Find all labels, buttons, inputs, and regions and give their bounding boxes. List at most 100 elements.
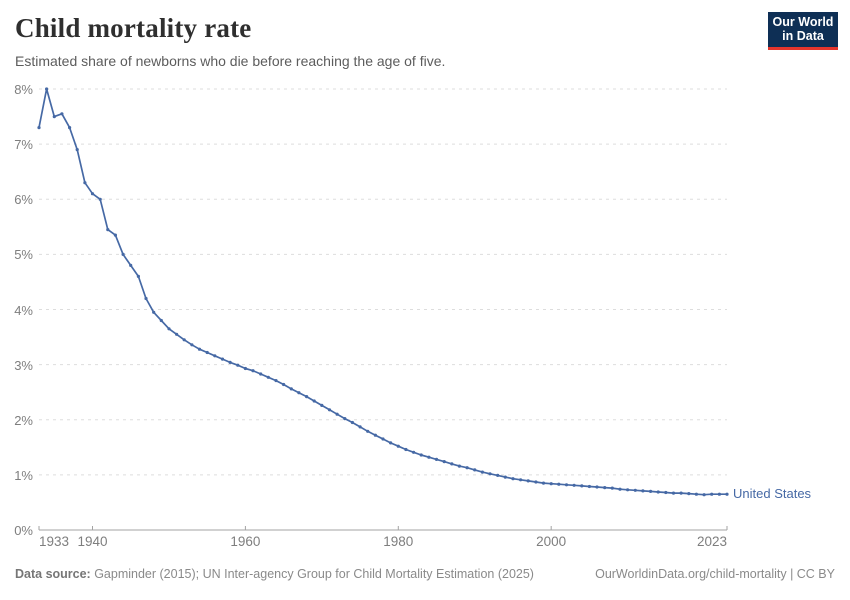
data-point-1981 bbox=[404, 447, 408, 452]
x-axis-label-1940: 1940 bbox=[77, 534, 108, 549]
data-point-1987 bbox=[450, 462, 454, 466]
data-point-2014 bbox=[656, 490, 660, 494]
data-point-1940 bbox=[90, 192, 95, 196]
data-point-2013 bbox=[649, 489, 653, 493]
data-point-1982 bbox=[412, 450, 416, 454]
x-axis-label-1960: 1960 bbox=[230, 534, 261, 549]
data-point-1977 bbox=[373, 433, 377, 437]
data-point-1962 bbox=[259, 372, 263, 376]
data-point-1955 bbox=[205, 350, 209, 355]
data-point-1989 bbox=[465, 466, 469, 470]
data-point-1957 bbox=[220, 357, 225, 361]
data-point-1959 bbox=[236, 363, 240, 367]
y-axis-label-4: 4% bbox=[14, 302, 33, 318]
footer-citation-link: OurWorldinData.org/child-mortality | CC … bbox=[595, 567, 835, 581]
series-label-united-states: United States bbox=[733, 486, 812, 502]
data-point-1997 bbox=[526, 479, 530, 483]
data-point-2002 bbox=[564, 483, 569, 487]
data-point-1980 bbox=[396, 444, 400, 448]
data-point-1995 bbox=[511, 477, 515, 481]
data-point-1968 bbox=[305, 395, 309, 399]
y-axis-label-8: 8% bbox=[14, 82, 33, 97]
data-point-2015 bbox=[664, 490, 668, 495]
data-point-1946 bbox=[136, 274, 140, 278]
x-axis-label-2023: 2023 bbox=[696, 534, 727, 549]
data-point-1950 bbox=[167, 327, 171, 331]
data-point-1991 bbox=[480, 470, 484, 474]
data-point-1934 bbox=[45, 87, 49, 91]
data-point-1988 bbox=[457, 464, 461, 468]
data-point-1941 bbox=[98, 197, 102, 201]
logo-line-2: in Data bbox=[782, 29, 824, 43]
data-point-1985 bbox=[434, 457, 439, 461]
data-point-1942 bbox=[106, 228, 110, 232]
data-point-1933 bbox=[37, 126, 41, 130]
data-point-2022 bbox=[717, 492, 722, 496]
data-point-2007 bbox=[603, 486, 607, 490]
data-point-1971 bbox=[327, 408, 332, 412]
data-point-1938 bbox=[75, 148, 79, 152]
series-line-united-states bbox=[38, 88, 728, 496]
data-point-2005 bbox=[587, 484, 592, 489]
data-point-1960 bbox=[243, 366, 247, 371]
data-point-1983 bbox=[419, 453, 423, 457]
data-point-1958 bbox=[228, 360, 232, 364]
y-axis-label-7: 7% bbox=[14, 137, 33, 153]
data-point-1951 bbox=[175, 332, 179, 336]
y-axis-label-6: 6% bbox=[14, 192, 33, 208]
data-point-1994 bbox=[503, 475, 507, 479]
chart-footer: Data source: Gapminder (2015); UN Inter-… bbox=[15, 567, 835, 581]
y-axis-label-3: 3% bbox=[14, 357, 33, 373]
x-axis-label-2000: 2000 bbox=[536, 534, 567, 549]
data-point-1939 bbox=[83, 181, 87, 185]
data-point-1975 bbox=[358, 425, 362, 429]
data-point-1984 bbox=[427, 455, 431, 459]
data-point-1937 bbox=[68, 126, 72, 130]
data-point-2016 bbox=[671, 491, 676, 495]
data-point-1976 bbox=[366, 429, 370, 433]
x-axis-label-1980: 1980 bbox=[383, 534, 414, 549]
data-point-1993 bbox=[496, 473, 500, 477]
data-point-2011 bbox=[633, 488, 637, 492]
data-point-1954 bbox=[197, 347, 202, 351]
y-axis-label-5: 5% bbox=[14, 247, 33, 263]
logo-line-1: Our World bbox=[772, 15, 834, 29]
y-axis-label-2: 2% bbox=[14, 412, 33, 428]
data-point-2023 bbox=[725, 492, 729, 496]
y-axis-label-1: 1% bbox=[14, 467, 33, 483]
data-point-1979 bbox=[389, 441, 393, 445]
data-point-1973 bbox=[343, 417, 347, 421]
data-point-1969 bbox=[312, 399, 316, 403]
data-point-2003 bbox=[572, 483, 576, 487]
data-point-1936 bbox=[60, 112, 64, 116]
data-point-1952 bbox=[182, 338, 186, 342]
data-point-2008 bbox=[610, 486, 614, 490]
data-point-1935 bbox=[52, 115, 56, 119]
data-point-1944 bbox=[121, 252, 125, 256]
data-point-1998 bbox=[534, 480, 538, 484]
data-point-2019 bbox=[694, 492, 699, 496]
data-point-2006 bbox=[595, 485, 599, 489]
data-point-1970 bbox=[320, 403, 324, 407]
owid-logo: Our World in Data bbox=[768, 12, 838, 50]
data-point-1964 bbox=[274, 379, 278, 383]
page-title: Child mortality rate bbox=[15, 13, 252, 43]
data-point-2001 bbox=[557, 482, 561, 486]
data-point-1967 bbox=[297, 391, 301, 395]
data-point-1953 bbox=[190, 343, 194, 347]
data-point-1947 bbox=[144, 296, 148, 301]
data-point-2021 bbox=[710, 492, 714, 496]
data-point-2012 bbox=[641, 489, 645, 493]
data-point-2000 bbox=[549, 482, 553, 486]
data-point-2004 bbox=[580, 484, 584, 488]
data-source-note: Data source: Gapminder (2015); UN Inter-… bbox=[15, 567, 534, 581]
data-point-1974 bbox=[350, 420, 354, 425]
data-point-1945 bbox=[129, 263, 133, 267]
data-point-1986 bbox=[442, 460, 446, 464]
data-point-2017 bbox=[679, 491, 683, 495]
y-axis-label-0: 0% bbox=[14, 523, 33, 538]
data-point-1992 bbox=[488, 472, 492, 476]
data-source-text: Gapminder (2015); UN Inter-agency Group … bbox=[90, 567, 534, 581]
